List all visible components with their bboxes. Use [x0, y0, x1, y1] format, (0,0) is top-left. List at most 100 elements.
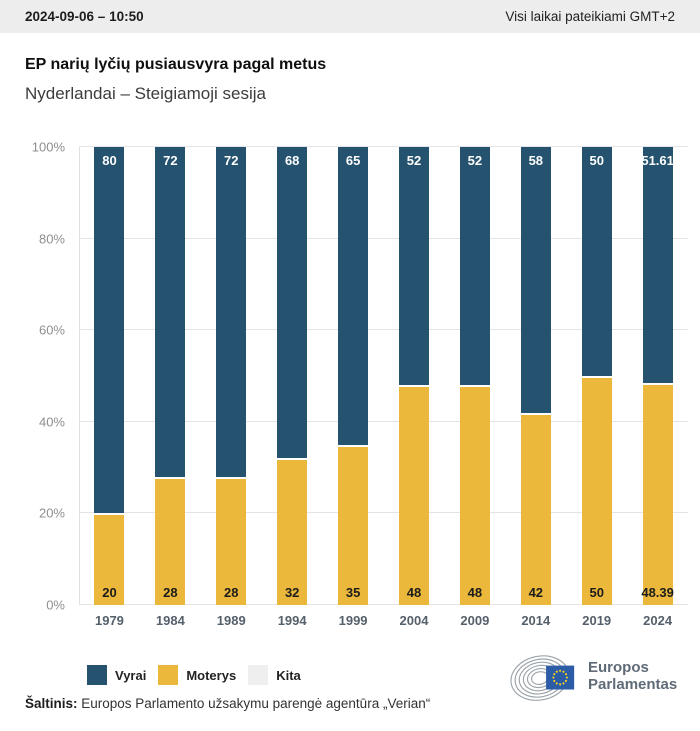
stacked-bar: 52 48 — [459, 147, 490, 605]
x-axis-tick-label: 1989 — [216, 613, 246, 628]
bar-value-label-moterys: 48 — [406, 584, 422, 600]
bar-value-label-moterys: 28 — [224, 584, 239, 600]
bar-segment-vyrai[interactable]: 52 — [459, 147, 490, 386]
y-axis: 0% 20% 40% 60% 80% 100% — [0, 140, 72, 613]
bars-container: 80 20 72 28 72 28 68 32 65 35 52 48 52 48 58 42 50 50 51.6… — [79, 147, 688, 605]
ep-logo-text: Europos Parlamentas — [588, 659, 677, 694]
bar-value-label-moterys: 28 — [163, 584, 178, 600]
legend: Vyrai Moterys Kita — [87, 665, 301, 685]
bar-column: 80 20 — [79, 147, 140, 605]
gridline — [79, 237, 688, 239]
bar-value-label-moterys: 42 — [528, 584, 544, 600]
stacked-bar: 51.61 48.39 — [641, 147, 674, 605]
legend-swatch-icon — [87, 665, 107, 685]
stacked-bar: 80 20 — [94, 147, 125, 605]
stacked-bar: 65 35 — [338, 147, 369, 605]
bar-column: 65 35 — [323, 147, 384, 605]
bar-segment-moterys[interactable]: 48 — [398, 385, 429, 605]
bar-value-label-vyrai: 52 — [406, 153, 422, 168]
bar-segment-moterys[interactable]: 50 — [581, 376, 612, 605]
chart-title: EP narių lyčių pusiausvyra pagal metus — [25, 56, 327, 73]
bar-segment-vyrai[interactable]: 65 — [338, 147, 369, 445]
bar-segment-vyrai[interactable]: 72 — [155, 147, 186, 477]
bar-value-label-vyrai: 72 — [224, 153, 239, 168]
legend-label: Moterys — [186, 667, 237, 683]
gridline — [79, 512, 688, 514]
bar-value-label-vyrai: 52 — [467, 153, 483, 168]
eu-star-icon — [555, 670, 558, 673]
bar-segment-vyrai[interactable]: 51.61 — [641, 147, 674, 384]
source-label: Šaltinis: — [25, 696, 78, 711]
bar-segment-moterys[interactable]: 48.39 — [641, 383, 674, 605]
x-axis-tick-label: 2014 — [521, 613, 551, 628]
x-axis-tick-label: 1979 — [94, 613, 124, 628]
stacked-bar: 52 48 — [398, 147, 429, 605]
bar-column: 58 42 — [505, 147, 566, 605]
bar-segment-vyrai[interactable]: 72 — [216, 147, 247, 477]
bar-segment-moterys[interactable]: 42 — [520, 412, 551, 605]
x-axis: 1979 1984 1989 1994 1999 2004 2009 2014 2019 2024 — [79, 613, 688, 628]
stacked-bar: 68 32 — [277, 147, 308, 605]
x-axis-tick-label: 2004 — [399, 613, 429, 628]
bar-value-label-vyrai: 58 — [528, 153, 544, 168]
legend-swatch-icon — [158, 665, 179, 685]
x-axis-tick-label: 2019 — [582, 613, 612, 628]
y-axis-tick-label: 100% — [31, 139, 65, 155]
legend-item-vyrai: Vyrai — [87, 665, 146, 685]
bar-value-label-vyrai: 51.61 — [641, 153, 674, 168]
stacked-bar: 72 28 — [216, 147, 247, 605]
source-note: Šaltinis: Europos Parlamento užsakymu pa… — [25, 696, 430, 711]
source-text: Europos Parlamento užsakymu parengė agen… — [77, 696, 431, 711]
eu-star-icon — [553, 673, 556, 676]
timezone-note: Visi laikai pateikiami GMT+2 — [505, 9, 675, 24]
bar-column: 68 32 — [262, 147, 323, 605]
bar-value-label-vyrai: 72 — [163, 153, 178, 168]
y-axis-tick-label: 20% — [38, 505, 65, 521]
bar-segment-vyrai[interactable]: 50 — [581, 147, 612, 376]
bar-column: 52 48 — [384, 147, 445, 605]
ep-logo-text-line2: Parlamentas — [588, 676, 678, 693]
legend-item-moterys: Moterys — [158, 665, 236, 685]
eu-star-icon — [555, 682, 558, 685]
bar-segment-moterys[interactable]: 28 — [155, 476, 186, 605]
bar-value-label-vyrai: 50 — [589, 153, 604, 168]
eu-star-icon — [564, 673, 568, 676]
x-axis-tick-label: 2009 — [460, 613, 490, 628]
bar-column: 52 48 — [444, 147, 505, 605]
bar-segment-vyrai[interactable]: 80 — [94, 147, 125, 514]
bar-segment-moterys[interactable]: 32 — [277, 458, 308, 605]
legend-label: Kita — [276, 667, 301, 683]
y-axis-tick-label: 60% — [38, 322, 65, 338]
bar-value-label-moterys: 48.39 — [641, 584, 674, 600]
y-axis-tick-label: 40% — [38, 414, 65, 430]
gridline — [79, 146, 688, 147]
gridline — [79, 329, 688, 331]
gridline — [79, 604, 688, 605]
chart-subtitle: Nyderlandai – Steigiamoji sesija — [25, 84, 266, 103]
x-axis-tick-label: 1994 — [277, 613, 307, 628]
bar-value-label-vyrai: 68 — [284, 153, 300, 168]
stacked-bar-chart: 80 20 72 28 72 28 68 32 65 35 52 48 52 48 58 42 50 50 51.6… — [79, 146, 688, 605]
bar-segment-vyrai[interactable]: 58 — [520, 147, 551, 413]
bar-value-label-vyrai: 80 — [102, 153, 117, 168]
header-bar: 2024-09-06 – 10:50 Visi laikai pateikiam… — [0, 0, 700, 33]
eu-star-icon — [552, 676, 555, 679]
bar-segment-moterys[interactable]: 28 — [216, 476, 247, 605]
ep-logo-text-line1: Europos — [588, 658, 649, 676]
bar-segment-moterys[interactable]: 35 — [338, 444, 369, 605]
eu-star-icon — [559, 683, 562, 686]
eu-star-icon — [559, 669, 562, 672]
x-axis-tick-label: 1984 — [155, 613, 185, 628]
x-axis-tick-label: 1999 — [338, 613, 368, 628]
bar-segment-moterys[interactable]: 48 — [459, 385, 490, 605]
x-axis-tick-label: 2024 — [643, 613, 673, 628]
european-parliament-logo: Europos Parlamentas — [508, 650, 677, 702]
stacked-bar: 58 42 — [520, 147, 551, 605]
eu-star-icon — [553, 679, 556, 682]
bar-segment-vyrai[interactable]: 68 — [277, 147, 308, 459]
bar-segment-moterys[interactable]: 20 — [94, 513, 125, 605]
legend-swatch-icon — [248, 665, 269, 685]
bar-value-label-vyrai: 65 — [345, 153, 361, 168]
bar-segment-vyrai[interactable]: 52 — [398, 147, 429, 386]
